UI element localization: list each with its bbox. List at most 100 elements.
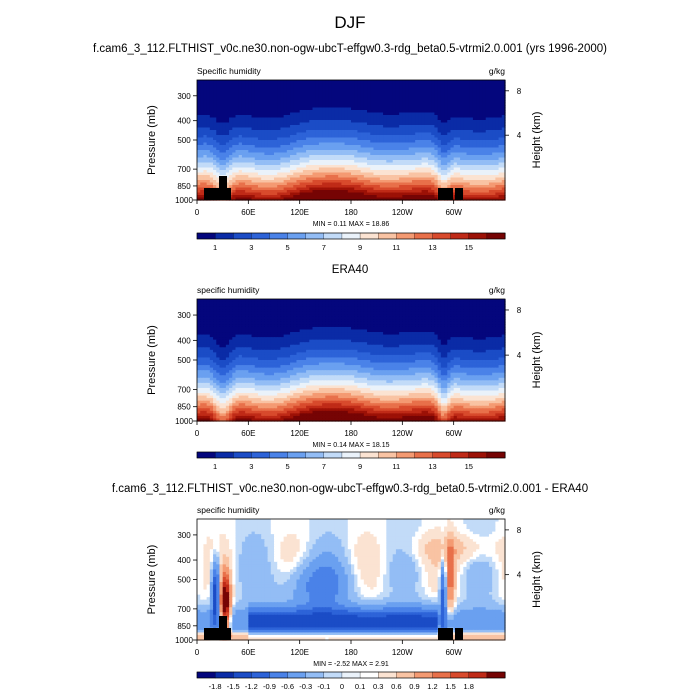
field-cell — [437, 100, 442, 104]
field-cell — [248, 127, 253, 131]
field-cell — [209, 82, 214, 86]
field-cell — [424, 130, 429, 134]
field-cell — [379, 117, 384, 121]
field-cell — [245, 140, 249, 144]
field-cell — [482, 160, 487, 164]
field-cell — [357, 137, 362, 141]
field-cell — [261, 152, 265, 156]
field-cell — [315, 160, 320, 164]
field-cell — [415, 172, 419, 176]
field-cell — [197, 142, 201, 146]
field-cell — [440, 107, 445, 111]
field-cell — [360, 180, 365, 184]
field-cell — [472, 105, 477, 109]
field-cell — [501, 130, 506, 134]
field-cell — [318, 167, 323, 171]
field-cell — [367, 122, 371, 126]
field-cell — [312, 112, 317, 116]
field-cell — [392, 90, 397, 94]
field-cell — [203, 97, 208, 101]
field-cell — [229, 160, 233, 164]
field-cell — [472, 150, 477, 154]
field-cell — [402, 299, 407, 303]
field-cell — [306, 135, 310, 139]
field-cell — [296, 160, 301, 164]
field-cell — [331, 162, 336, 166]
field-cell — [203, 115, 208, 119]
field-cell — [328, 177, 333, 181]
field-cell — [200, 87, 205, 91]
field-cell — [440, 170, 445, 174]
field-cell — [440, 175, 445, 179]
field-cell — [238, 170, 243, 174]
field-cell — [222, 120, 227, 124]
field-cell — [395, 182, 400, 186]
field-cell — [482, 137, 487, 141]
field-cell — [450, 132, 455, 136]
field-cell — [367, 87, 371, 91]
field-cell — [312, 97, 317, 101]
field-cell — [248, 115, 253, 119]
field-cell — [257, 162, 262, 166]
field-cell — [383, 107, 387, 111]
field-cell — [488, 165, 493, 169]
field-cell — [325, 170, 330, 174]
field-cell — [334, 132, 339, 136]
field-cell — [389, 299, 394, 303]
field-cell — [219, 115, 224, 119]
field-cell — [469, 160, 474, 164]
field-cell — [302, 165, 307, 169]
field-cell — [280, 185, 285, 189]
field-cell — [434, 112, 439, 116]
field-cell — [450, 185, 455, 189]
field-cell — [392, 155, 397, 159]
field-cell — [277, 145, 282, 149]
field-cell — [386, 187, 391, 191]
field-cell — [334, 115, 339, 119]
field-cell — [225, 155, 230, 159]
field-cell — [341, 185, 346, 189]
field-cell — [325, 92, 330, 96]
field-cell — [367, 135, 371, 139]
field-cell — [216, 115, 221, 119]
field-cell — [325, 80, 330, 84]
field-cell — [257, 112, 262, 116]
field-cell — [354, 175, 359, 179]
field-cell — [460, 167, 464, 171]
field-cell — [261, 185, 265, 189]
field-cell — [232, 301, 237, 305]
field-cell — [290, 157, 294, 161]
field-cell — [437, 130, 442, 134]
field-cell — [322, 160, 326, 164]
field-cell — [466, 165, 471, 169]
field-cell — [485, 125, 490, 129]
field-cell — [280, 105, 285, 109]
field-cell — [357, 80, 362, 84]
field-cell — [331, 110, 336, 114]
field-cell — [501, 115, 506, 119]
field-cell — [325, 167, 330, 171]
field-cell — [328, 160, 333, 164]
field-cell — [296, 90, 301, 94]
field-cell — [469, 112, 474, 116]
field-cell — [325, 190, 330, 194]
field-cell — [492, 187, 496, 191]
field-cell — [456, 112, 461, 116]
field-cell — [213, 142, 217, 146]
field-cell — [395, 152, 400, 156]
field-cell — [331, 185, 336, 189]
field-cell — [373, 180, 378, 184]
field-cell — [315, 140, 320, 144]
field-cell — [392, 147, 397, 151]
field-cell — [245, 182, 249, 186]
field-cell — [328, 142, 333, 146]
field-cell — [277, 127, 282, 131]
field-cell — [444, 117, 448, 121]
field-cell — [261, 165, 265, 169]
field-cell — [418, 127, 423, 131]
field-cell — [363, 145, 368, 149]
field-cell — [283, 304, 288, 308]
field-cell — [453, 182, 458, 186]
field-cell — [200, 127, 205, 131]
field-cell — [501, 102, 506, 106]
